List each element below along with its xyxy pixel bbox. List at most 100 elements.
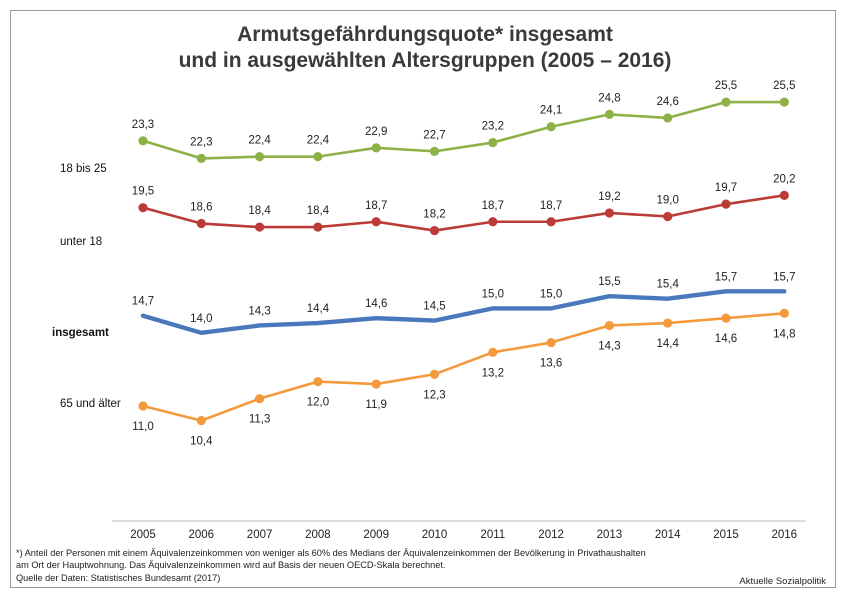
data-label: 23,2 (482, 121, 504, 133)
data-point (138, 401, 148, 411)
data-label: 24,1 (540, 105, 562, 117)
data-point (371, 217, 381, 227)
data-point (313, 222, 323, 232)
data-label: 14,5 (423, 301, 445, 313)
data-point (721, 97, 731, 107)
data-label: 14,4 (307, 303, 330, 315)
data-label: 25,5 (773, 80, 795, 92)
series-0: 23,3 22,3 22,4 22,4 22,9 22,7 23,2 24,1 24,8 24,6… (60, 80, 795, 175)
x-tick-label: 2014 (655, 529, 681, 541)
x-tick-label: 2008 (305, 529, 331, 541)
data-label: 19,5 (132, 186, 154, 198)
x-tick-label: 2009 (363, 529, 389, 541)
data-point (546, 122, 556, 132)
data-point (488, 137, 498, 148)
data-point (196, 416, 206, 426)
data-label: 18,7 (540, 200, 562, 212)
x-tick-label: 2016 (772, 529, 798, 541)
data-label: 14,3 (248, 305, 270, 317)
brand-label: Aktuelle Sozialpolitik (739, 576, 826, 587)
data-label: 25,5 (715, 80, 737, 92)
series-line (140, 289, 787, 335)
data-point (196, 218, 206, 229)
data-label: 22,4 (248, 135, 271, 147)
series-line (141, 194, 786, 232)
data-point (546, 217, 556, 227)
data-point (255, 222, 265, 232)
data-point (371, 143, 381, 153)
data-point (546, 337, 556, 348)
data-label: 19,0 (657, 194, 679, 206)
data-point (779, 190, 789, 200)
data-label: 12,0 (307, 397, 329, 409)
data-label: 18,6 (190, 202, 212, 214)
data-point (255, 152, 265, 162)
series-1: 19,5 18,6 18,4 18,4 18,7 18,2 18,7 18,7 19,2 19,0… (60, 173, 795, 248)
data-point (429, 369, 440, 379)
series-name-label: unter 18 (60, 236, 102, 248)
data-label: 10,4 (190, 436, 213, 448)
data-point (721, 313, 731, 323)
series-name-label: 65 und älter (60, 398, 121, 410)
data-label: 11,9 (365, 399, 387, 411)
data-label: 15,7 (773, 271, 795, 283)
data-label: 19,7 (715, 182, 737, 194)
data-label: 14,8 (773, 328, 795, 340)
data-label: 18,7 (482, 200, 504, 212)
data-label: 24,6 (657, 96, 679, 108)
data-label: 15,5 (598, 276, 620, 288)
data-point (196, 153, 206, 163)
data-point (429, 146, 440, 156)
data-label: 18,2 (423, 209, 445, 221)
data-point (371, 379, 381, 389)
data-label: 14,4 (657, 338, 680, 350)
data-point (488, 347, 498, 357)
footnote-line2: am Ort der Hauptwohnung. Das Äquivalenze… (16, 560, 446, 570)
series-line (141, 311, 786, 422)
data-label: 14,3 (598, 340, 620, 352)
chart-title: Armutsgefährdungsquote* insgesamt und in… (0, 22, 850, 74)
data-point (721, 199, 731, 209)
data-label: 11,0 (132, 421, 154, 433)
data-point (779, 308, 789, 318)
data-label: 14,6 (365, 298, 387, 310)
data-label: 11,3 (249, 414, 271, 426)
chart-frame (10, 10, 836, 588)
data-label: 15,0 (540, 288, 562, 300)
chart-title-line1: Armutsgefährdungsquote* insgesamt (237, 23, 613, 46)
data-label: 18,4 (248, 205, 271, 217)
data-point (604, 320, 615, 331)
x-tick-label: 2011 (480, 529, 505, 541)
footnote-line1: *) Anteil der Personen mit einem Äquival… (16, 548, 646, 558)
data-label: 15,4 (657, 279, 680, 291)
series-name-label: insgesamt (52, 327, 109, 339)
data-label: 12,3 (423, 389, 445, 401)
x-tick-label: 2006 (189, 529, 215, 541)
data-label: 18,7 (365, 200, 387, 212)
data-point (663, 211, 673, 222)
data-point (779, 97, 789, 107)
data-label: 13,2 (482, 367, 504, 379)
data-label: 13,6 (540, 358, 562, 370)
data-point (138, 136, 148, 146)
data-label: 23,3 (132, 119, 154, 131)
data-point (313, 377, 323, 387)
series-name-label: 18 bis 25 (60, 163, 107, 175)
data-label: 14,7 (132, 296, 154, 308)
x-tick-label: 2015 (713, 529, 739, 541)
data-label: 15,7 (715, 271, 737, 283)
data-label: 19,2 (598, 191, 620, 203)
data-point (488, 217, 498, 227)
x-tick-label: 2013 (597, 529, 623, 541)
data-label: 22,4 (307, 135, 330, 147)
data-label: 22,3 (190, 136, 212, 148)
series-3: 11,0 10,4 11,3 12,0 11,9 12,3 13,2 13,6 14,3 14,4… (60, 308, 795, 448)
data-label: 22,7 (423, 129, 445, 141)
data-label: 22,9 (365, 126, 387, 138)
data-label: 24,8 (598, 92, 620, 104)
data-point (604, 208, 615, 218)
data-point (313, 152, 323, 162)
source-note: Quelle der Daten: Statistisches Bundesam… (16, 573, 221, 583)
data-label: 20,2 (773, 173, 795, 185)
series-2: 14,7 14,0 14,3 14,4 14,6 14,5 15,0 15,0 15,5 15,4… (52, 271, 795, 339)
